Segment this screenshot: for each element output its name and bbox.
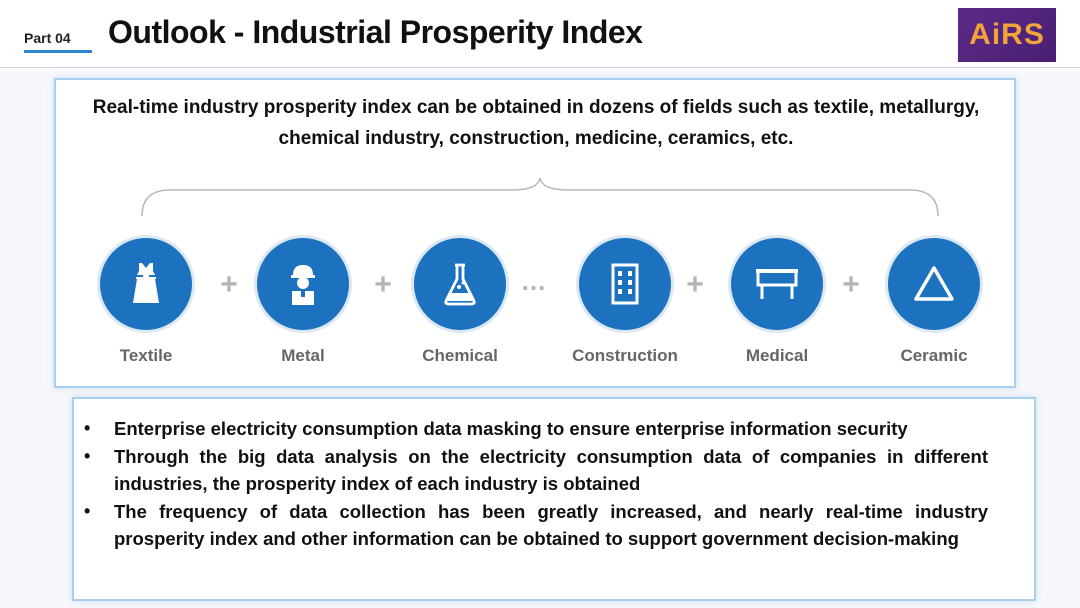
page-title: Outlook - Industrial Prosperity Index [108, 14, 643, 50]
bullet-icon: • [84, 418, 91, 438]
industry-chemical: Chemical [380, 238, 540, 366]
flask-icon [414, 238, 506, 330]
benefits-panel: • Enterprise electricity consumption dat… [72, 397, 1036, 601]
plus-separator: + [374, 268, 392, 301]
bullet-text: The frequency of data collection has bee… [114, 501, 988, 549]
airs-logo: AiRS [958, 8, 1056, 62]
industry-label: Metal [281, 346, 325, 365]
ellipsis-separator: ... [521, 266, 547, 296]
triangle-icon [888, 238, 980, 330]
bullet-text: Through the big data analysis on the ele… [114, 446, 988, 494]
bed-icon [731, 238, 823, 330]
curly-brace [141, 178, 939, 217]
list-item: • Through the big data analysis on the e… [84, 443, 988, 497]
list-item: • Enterprise electricity consumption dat… [84, 415, 988, 442]
plus-separator: + [842, 268, 860, 301]
list-item: • The frequency of data collection has b… [84, 498, 988, 552]
industry-label: Medical [745, 346, 809, 365]
industry-label: Textile [119, 346, 173, 365]
industries-panel: Real-time industry prosperity index can … [54, 78, 1016, 388]
worker-icon [257, 238, 349, 330]
bullet-text: Enterprise electricity consumption data … [114, 418, 908, 439]
industry-textile: Textile [66, 238, 226, 366]
industry-label: Ceramic [900, 346, 968, 365]
slide-header: Part 04 Outlook - Industrial Prosperity … [0, 0, 1080, 70]
industry-label: Construction [572, 346, 678, 365]
industry-ceramic: Ceramic [854, 238, 1014, 366]
industry-metal: Metal [223, 238, 383, 366]
plus-separator: + [686, 268, 704, 301]
part-label: Part 04 [24, 30, 71, 46]
building-icon [579, 238, 671, 330]
industry-medical: Medical [697, 238, 857, 366]
industry-label: Chemical [422, 346, 498, 365]
header-divider [0, 67, 1080, 68]
benefits-list: • Enterprise electricity consumption dat… [74, 399, 1034, 552]
industry-construction: Construction [545, 238, 705, 366]
part-underline [24, 50, 92, 53]
bullet-icon: • [84, 501, 91, 521]
intro-text: Real-time industry prosperity index can … [92, 97, 980, 149]
dress-icon [100, 238, 192, 330]
bullet-icon: • [84, 446, 91, 466]
plus-separator: + [220, 268, 238, 301]
